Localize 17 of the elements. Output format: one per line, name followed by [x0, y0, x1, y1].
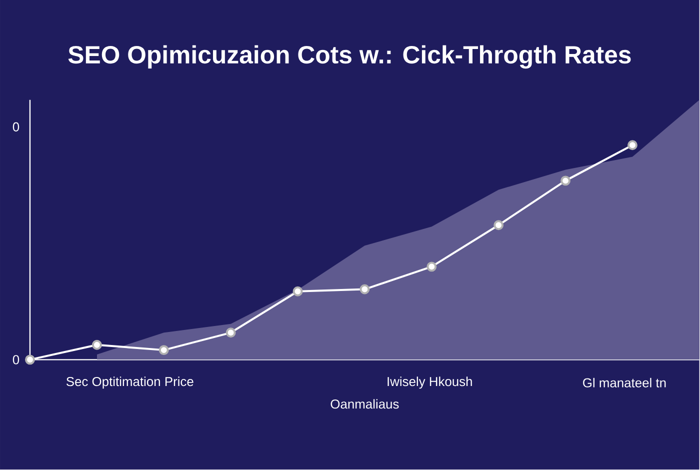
text: Iwisely Hkoush: [388, 376, 472, 389]
point: [92, 340, 102, 350]
point: [292, 286, 303, 297]
text: Gl manateel tn: [583, 378, 666, 388]
text: 0: [12, 122, 20, 132]
chart-title: SEO Opimicuzaion Cots w.: Cick-Throgth Rates: [68, 45, 631, 69]
text: Sec Optitimation Price: [66, 376, 194, 389]
point: [25, 354, 35, 365]
point: [158, 345, 169, 356]
text: 0: [12, 355, 20, 364]
point: [560, 176, 570, 186]
point: [360, 284, 370, 294]
x-axis-title: Oanmaliaus: [330, 399, 399, 409]
point: [426, 262, 437, 272]
point: [226, 328, 236, 338]
point: [494, 220, 504, 230]
point: [627, 140, 638, 150]
